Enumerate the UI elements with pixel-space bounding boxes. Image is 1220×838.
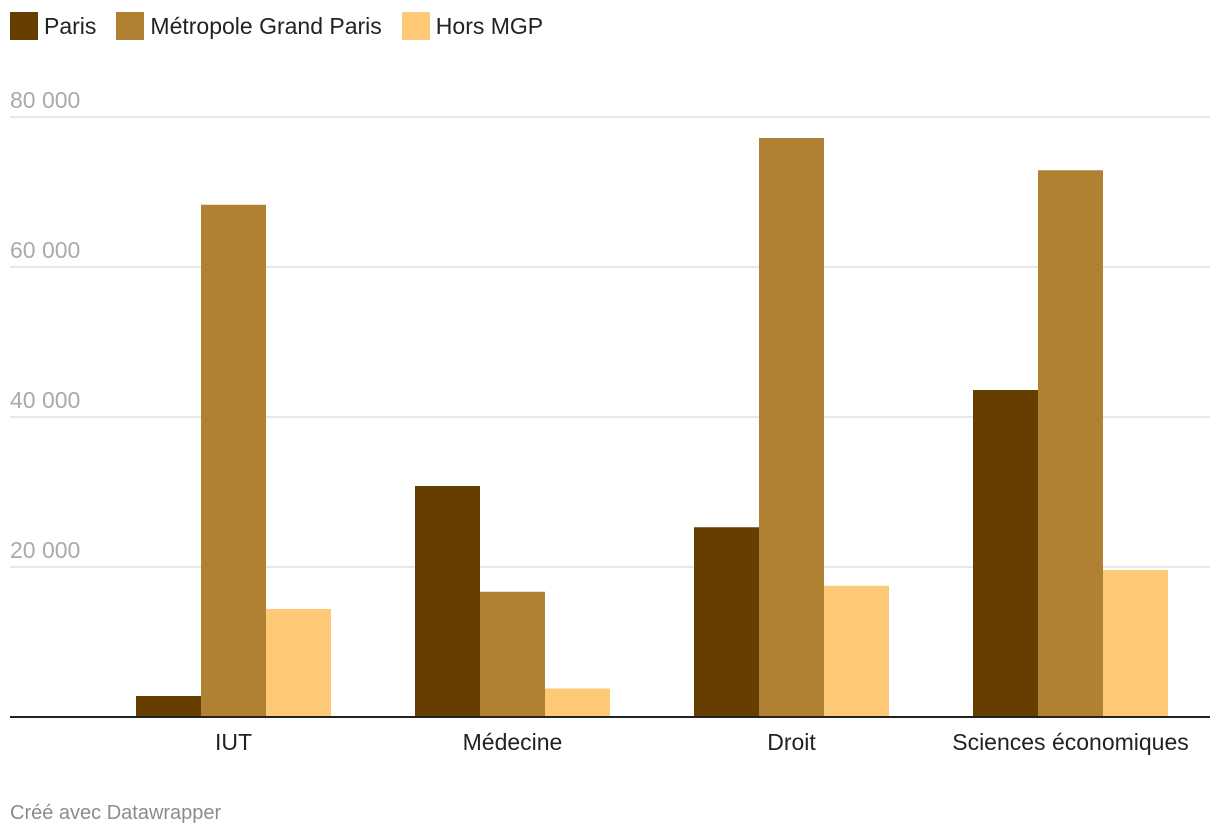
legend-item-metropole-grand-paris: Métropole Grand Paris [116,12,382,40]
y-tick-label: 40 000 [10,387,80,413]
bar [545,688,610,717]
bar [201,204,266,717]
legend-swatch-hors-mgp [401,12,430,40]
legend: Paris Métropole Grand Paris Hors MGP [10,12,563,40]
x-tick-label: Droit [767,729,816,755]
legend-item-hors-mgp: Hors MGP [401,12,544,40]
y-tick-label: 20 000 [10,537,80,563]
bar [824,585,889,717]
bar [480,591,545,717]
bar [1103,570,1168,717]
x-tick-label: Sciences économiques [952,729,1189,755]
legend-label-hors-mgp: Hors MGP [435,12,544,39]
legend-item-paris: Paris [10,12,96,40]
bar [694,527,759,717]
bar [415,486,480,717]
y-tick-label: 60 000 [10,237,80,263]
legend-label-paris: Paris [44,12,97,39]
legend-swatch-paris [10,12,38,40]
bar [973,390,1038,717]
footer-credit: Créé avec Datawrapper [10,802,222,824]
legend-label-metropole-grand-paris: Métropole Grand Paris [150,12,382,39]
x-tick-label: Médecine [463,729,563,755]
bar [759,138,824,717]
x-tick-label: IUT [215,729,252,755]
bar [1038,170,1103,717]
bar [136,696,201,717]
y-tick-label: 80 000 [10,87,80,113]
legend-swatch-metropole-grand-paris [116,12,145,40]
bar [266,609,331,717]
